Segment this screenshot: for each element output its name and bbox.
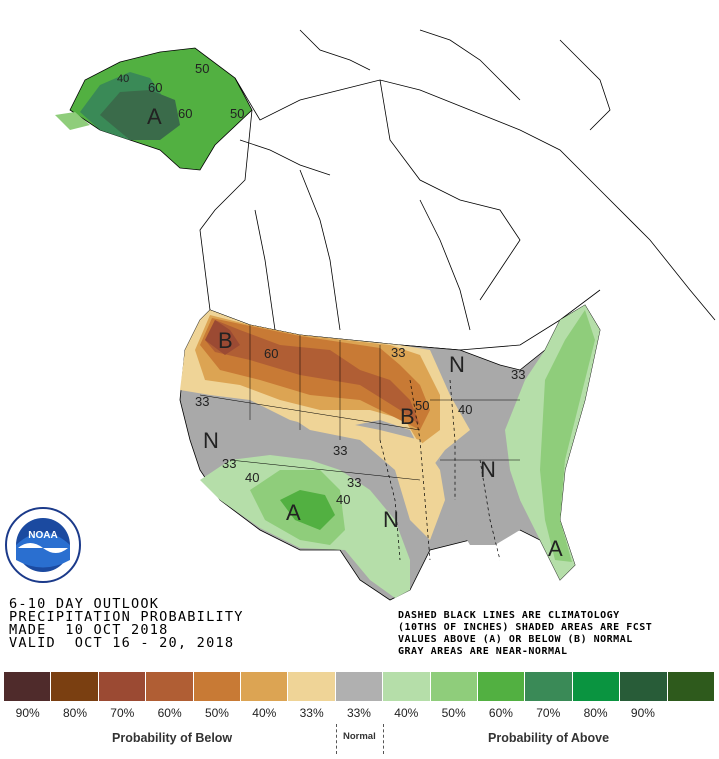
legend-tick-labels: 90% 80% 70% 60% 50% 40% 33% 33% 40% 50% 60% 70% 80% 9… (4, 706, 714, 720)
legend-tick-label: 50% (204, 706, 229, 720)
contour-label: 60 (264, 346, 278, 361)
legend-tick-label: 60% (157, 706, 182, 720)
map-notes: DASHED BLACK LINES ARE CLIMATOLOGY (10TH… (398, 610, 652, 658)
legend-tick-label: 90% (15, 706, 40, 720)
midwest-b-label: B (400, 404, 415, 429)
legend-tick-label: 80% (583, 706, 608, 720)
normal-divider-right (383, 724, 384, 754)
legend-tick-label: 70% (536, 706, 561, 720)
legend-swatch (98, 672, 147, 701)
note-line: VALUES ABOVE (A) OR BELOW (B) NORMAL (398, 634, 633, 645)
legend-swatch (288, 672, 336, 701)
note-line: DASHED BLACK LINES ARE CLIMATOLOGY (398, 610, 620, 621)
note-line: (10THS OF INCHES) SHADED AREAS ARE FCST (398, 622, 653, 633)
alaska-region (55, 47, 253, 171)
legend-swatch (478, 672, 526, 701)
florida-a-label: A (548, 536, 563, 561)
note-line: GRAY AREAS ARE NEAR-NORMAL (398, 646, 568, 657)
contour-label: 33 (195, 394, 209, 409)
legend-swatch (51, 672, 99, 701)
contour-label: 50 (415, 398, 429, 413)
legend-tick-label: 40% (252, 706, 277, 720)
legend-tick-label: 50% (441, 706, 466, 720)
legend-swatch (193, 672, 242, 701)
legend-swatch (525, 672, 573, 701)
noaa-logo: NOAA (5, 507, 81, 583)
contour-label: 40 (336, 492, 350, 507)
contour-label: 33 (222, 456, 236, 471)
contour-label: 33 (391, 345, 405, 360)
legend-swatch (572, 672, 621, 701)
southeast-n-label: N (480, 457, 496, 482)
above-caption: Probability of Above (488, 731, 610, 745)
northwest-b-label: B (218, 328, 233, 353)
contour-label: 50 (230, 106, 244, 121)
legend-tick-label: 33% (299, 706, 324, 720)
made-date: MADE 10 OCT 2018 (9, 622, 169, 638)
legend-tick-label: 40% (394, 706, 419, 720)
legend-swatch (430, 672, 479, 701)
contour-label: 33 (333, 443, 347, 458)
legend-swatch (335, 672, 384, 701)
canada-outline (199, 29, 716, 351)
contour-label: 33 (347, 475, 361, 490)
texas-n-label: N (383, 507, 399, 532)
conus-regions (179, 304, 601, 601)
outlook-title: 6-10 DAY OUTLOOK (9, 596, 160, 612)
precipitation-outlook-map: A 50 60 60 50 40 B B 60 33 50 40 33 33 3… (5, 29, 716, 601)
legend-tick-label: 80% (62, 706, 87, 720)
legend-swatch (4, 672, 52, 701)
legend-swatch (667, 672, 715, 701)
svg-text:NOAA: NOAA (28, 530, 57, 541)
below-caption: Probability of Below (112, 731, 233, 745)
normal-divider-left (336, 724, 337, 754)
normal-caption: Normal (343, 731, 376, 742)
probability-legend (4, 672, 715, 701)
legend-tick-label: 70% (110, 706, 135, 720)
legend-tick-label (667, 706, 714, 720)
outlook-title-block: 6-10 DAY OUTLOOK PRECIPITATION PROBABILI… (9, 596, 244, 651)
contour-label: 40 (245, 470, 259, 485)
west-n-label: N (203, 428, 219, 453)
contour-label: 60 (148, 80, 162, 95)
contour-label: 40 (117, 73, 129, 85)
alaska-a-label: A (147, 104, 162, 129)
legend-swatch (241, 672, 289, 701)
outlook-subtitle: PRECIPITATION PROBABILITY (9, 609, 244, 625)
state-boundaries (199, 325, 520, 481)
contour-label: 33 (511, 367, 525, 382)
legend-swatch (146, 672, 194, 701)
contour-label: 50 (195, 61, 209, 76)
legend-swatch (620, 672, 668, 701)
legend-swatch (383, 672, 431, 701)
legend-tick-label: 33% (346, 706, 371, 720)
contour-label: 60 (178, 106, 192, 121)
contour-label: 40 (458, 402, 472, 417)
southwest-a-label: A (286, 500, 301, 525)
valid-dates: VALID OCT 16 - 20, 2018 (9, 635, 235, 651)
legend-tick-label: 90% (630, 706, 655, 720)
greatlakes-n-label: N (449, 352, 465, 377)
legend-tick-label: 60% (488, 706, 513, 720)
